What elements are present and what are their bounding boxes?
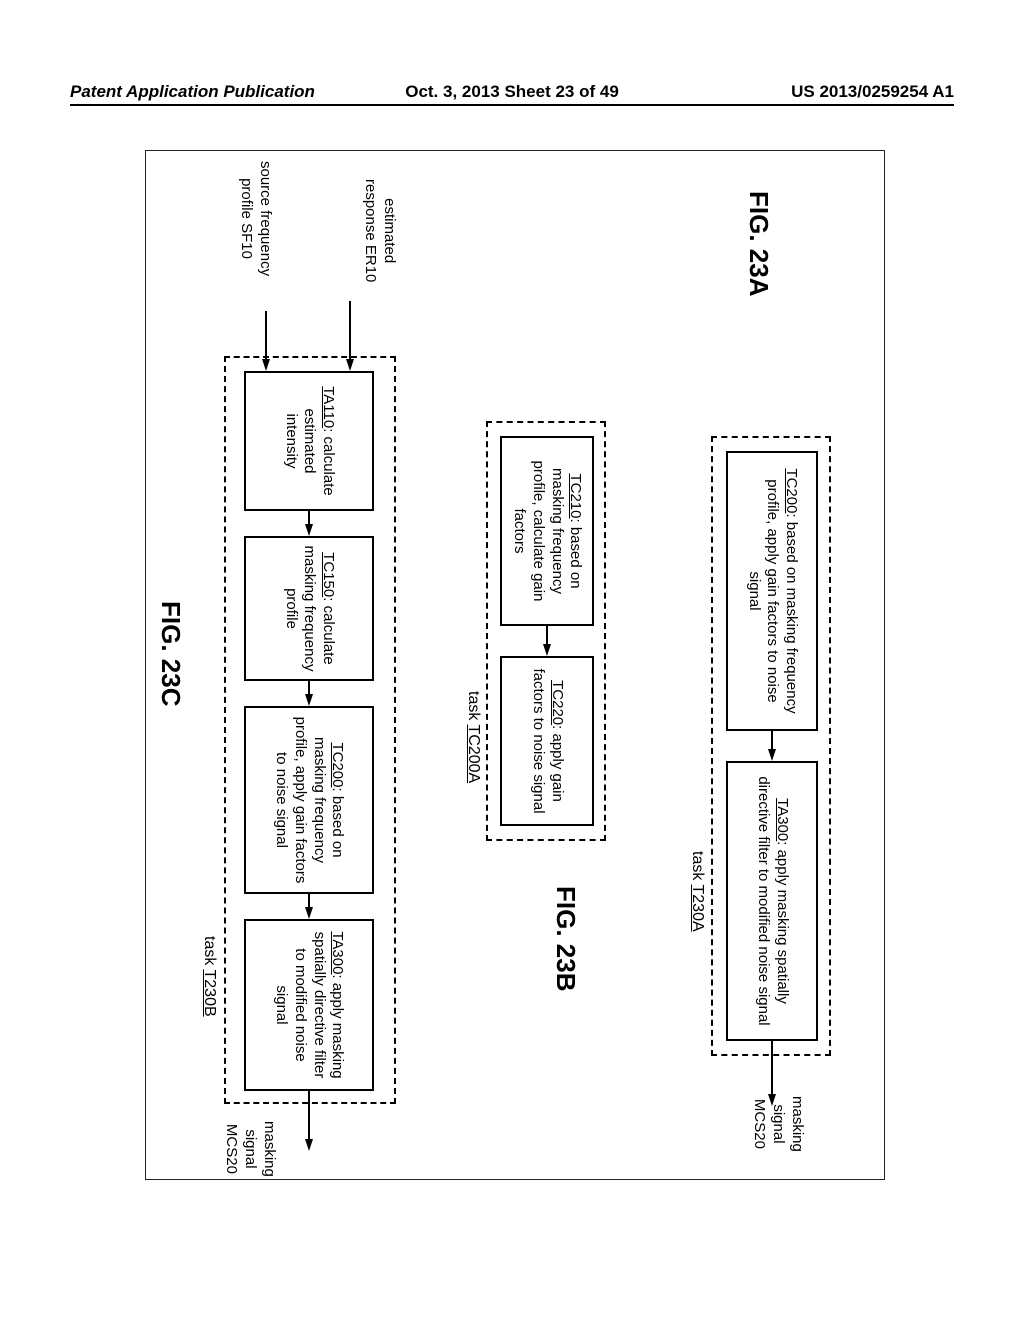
figure-frame: FIG. 23A TC200: based on masking frequenc…	[145, 150, 885, 1180]
arrow	[523, 614, 555, 668]
arrow	[285, 669, 317, 718]
task-box: TC150: calculate masking frequency profi…	[244, 536, 374, 681]
io-label: source frequencyprofile SF10	[237, 161, 275, 276]
header-rule	[70, 104, 954, 106]
figure-label: FIG. 23B	[550, 886, 581, 991]
figure-canvas: FIG. 23A TC200: based on masking frequenc…	[146, 151, 886, 1181]
arrow	[326, 289, 358, 383]
figure-label: FIG. 23A	[743, 191, 774, 296]
task-box: TC210: based on masking frequency profil…	[500, 436, 594, 626]
io-label: estimatedresponse ER10	[361, 179, 399, 282]
io-label: maskingsignalMCS20	[750, 1096, 806, 1152]
task-box: TC200: based on masking frequency profil…	[244, 706, 374, 894]
task-box: TA300: apply masking spatially directive…	[726, 761, 818, 1041]
io-label: maskingsignalMCS20	[222, 1121, 278, 1177]
task-label: task T230A	[688, 851, 706, 932]
task-box: TC220: apply gain factors to noise signa…	[500, 656, 594, 826]
arrow	[285, 882, 317, 931]
task-label: task TC200A	[464, 691, 482, 783]
arrow	[285, 499, 317, 548]
task-box: TA300: apply masking spatially directive…	[244, 919, 374, 1091]
task-box: TC200: based on masking frequency profil…	[726, 451, 818, 731]
arrow	[285, 1079, 317, 1163]
task-box: TA110: calculate estimated intensity	[244, 371, 374, 511]
arrow	[748, 719, 780, 773]
arrow	[242, 299, 274, 383]
task-label: task T230B	[200, 936, 218, 1017]
figure-label: FIG. 23C	[155, 601, 186, 706]
header-right: US 2013/0259254 A1	[791, 82, 954, 102]
